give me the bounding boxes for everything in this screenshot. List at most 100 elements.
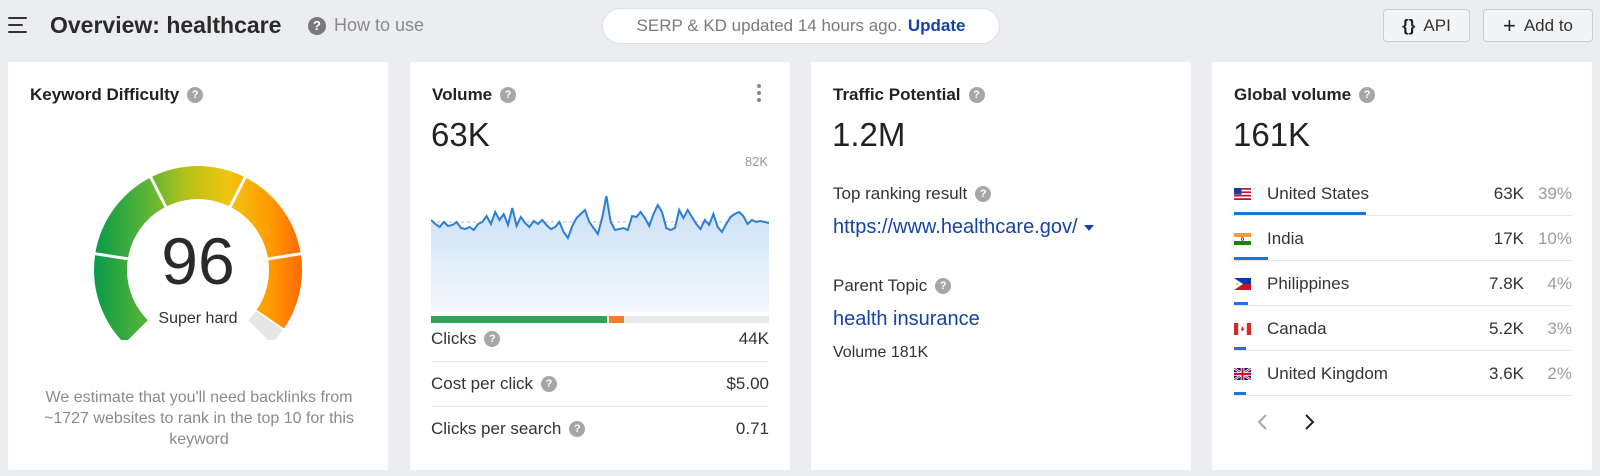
global-volume-title-label: Global volume bbox=[1234, 85, 1352, 104]
volume-card: Volume ? 63K 82K Clicks? 44K Cost per cl… bbox=[410, 62, 790, 470]
kd-score-label: Super hard bbox=[158, 310, 238, 327]
help-icon[interactable]: ? bbox=[541, 376, 558, 392]
kd-title-label: Keyword Difficulty bbox=[30, 85, 180, 104]
api-button-label: API bbox=[1423, 15, 1451, 35]
traffic-potential-title: Traffic Potential ? bbox=[833, 85, 985, 105]
country-share-bar bbox=[1234, 212, 1366, 215]
country-volume: 63K bbox=[1493, 184, 1524, 203]
traffic-potential-card: Traffic Potential ? 1.2M Top ranking res… bbox=[811, 62, 1191, 470]
top-bar: Overview: healthcare ? How to use SERP &… bbox=[0, 0, 1600, 52]
country-percent: 39% bbox=[1537, 184, 1572, 203]
parent-topic-volume: Volume 181K bbox=[833, 344, 929, 361]
kd-gauge-fill bbox=[94, 166, 302, 340]
gb-flag-icon bbox=[1234, 368, 1251, 380]
plus-icon: + bbox=[1502, 12, 1516, 38]
help-icon[interactable]: ? bbox=[484, 331, 501, 347]
kd-gauge-separator bbox=[148, 175, 168, 209]
help-icon[interactable]: ? bbox=[968, 87, 985, 103]
top-ranking-result-heading: Top ranking result ? bbox=[833, 184, 992, 204]
parent-topic-label: Parent Topic bbox=[833, 276, 928, 295]
cpc-row: Cost per click? $5.00 bbox=[431, 362, 769, 407]
country-share-bar bbox=[1234, 302, 1248, 305]
country-name: Philippines bbox=[1267, 274, 1350, 293]
country-row[interactable]: India 17K 10% bbox=[1234, 215, 1572, 261]
help-icon[interactable]: ? bbox=[975, 186, 992, 202]
country-name: India bbox=[1267, 229, 1304, 248]
country-share-bar bbox=[1234, 347, 1246, 350]
country-name: United States bbox=[1267, 184, 1370, 203]
page-title: Overview: healthcare bbox=[50, 12, 282, 38]
volume-title-label: Volume bbox=[432, 85, 493, 104]
in-flag-icon bbox=[1234, 233, 1251, 245]
help-icon: ? bbox=[308, 16, 326, 35]
cpc-value: $5.00 bbox=[726, 374, 769, 393]
country-percent: 3% bbox=[1547, 319, 1572, 338]
clicks-per-search-label: Clicks per search bbox=[431, 419, 562, 438]
help-icon[interactable]: ? bbox=[1359, 87, 1376, 103]
kd-score: 96 bbox=[161, 224, 235, 298]
kd-gauge-separator bbox=[94, 252, 130, 261]
country-percent: 2% bbox=[1547, 364, 1572, 383]
clicks-row: Clicks? 44K bbox=[431, 317, 769, 362]
menu-icon[interactable] bbox=[8, 17, 27, 33]
kd-title: Keyword Difficulty ? bbox=[30, 85, 204, 105]
how-to-use-label: How to use bbox=[334, 15, 425, 35]
country-name: Canada bbox=[1267, 319, 1327, 338]
organic-clicks-fill bbox=[431, 316, 607, 323]
cpc-label: Cost per click bbox=[431, 374, 534, 393]
kd-gauge-track bbox=[248, 310, 283, 340]
clicks-split-bar bbox=[431, 316, 769, 323]
how-to-use-link[interactable]: ? How to use bbox=[308, 15, 424, 36]
traffic-potential-value: 1.2M bbox=[832, 116, 906, 153]
volume-trend-area bbox=[431, 196, 769, 312]
country-percent: 10% bbox=[1537, 229, 1572, 248]
volume-chart-max-label: 82K bbox=[744, 154, 768, 169]
clicks-per-search-row: Clicks per search? 0.71 bbox=[431, 407, 769, 451]
parent-topic-link[interactable]: health insurance bbox=[833, 308, 980, 330]
country-row[interactable]: Philippines 7.8K 4% bbox=[1234, 260, 1572, 306]
ph-flag-icon bbox=[1234, 278, 1251, 290]
country-row[interactable]: United Kingdom 3.6K 2% bbox=[1234, 350, 1572, 396]
top-ranking-result-url: https://www.healthcare.gov/ bbox=[833, 216, 1078, 238]
country-row[interactable]: United States 63K 39% bbox=[1234, 170, 1572, 216]
country-volume: 3.6K bbox=[1489, 364, 1524, 383]
volume-value: 63K bbox=[431, 116, 490, 153]
clicks-value: 44K bbox=[738, 329, 769, 348]
help-icon[interactable]: ? bbox=[500, 87, 517, 103]
kd-description: We estimate that you'll need backlinks f… bbox=[44, 389, 354, 448]
caret-down-icon[interactable] bbox=[1083, 224, 1094, 231]
country-name: United Kingdom bbox=[1267, 364, 1388, 383]
help-icon[interactable]: ? bbox=[935, 278, 952, 294]
clicks-label: Clicks bbox=[431, 329, 477, 348]
kd-gauge bbox=[94, 166, 302, 340]
chevron-left-icon[interactable] bbox=[1256, 412, 1270, 432]
traffic-potential-title-label: Traffic Potential bbox=[833, 85, 961, 104]
add-to-button[interactable]: + Add to bbox=[1483, 9, 1593, 42]
parent-topic-heading: Parent Topic ? bbox=[833, 276, 952, 296]
chevron-right-icon[interactable] bbox=[1302, 412, 1316, 432]
country-volume: 5.2K bbox=[1489, 319, 1524, 338]
country-percent: 4% bbox=[1547, 274, 1572, 293]
paid-clicks-fill bbox=[609, 316, 624, 323]
global-volume-value: 161K bbox=[1233, 116, 1311, 153]
more-options-icon[interactable] bbox=[756, 84, 762, 105]
country-volume: 7.8K bbox=[1489, 274, 1524, 293]
update-notice: SERP & KD updated 14 hours ago. Update bbox=[603, 9, 999, 43]
global-volume-title: Global volume ? bbox=[1234, 85, 1376, 105]
kd-gauge-separator bbox=[266, 252, 302, 261]
help-icon[interactable]: ? bbox=[569, 421, 586, 437]
update-notice-text: SERP & KD updated 14 hours ago. bbox=[636, 16, 902, 35]
country-row[interactable]: Canada 5.2K 3% bbox=[1234, 305, 1572, 351]
volume-title: Volume ? bbox=[432, 85, 517, 105]
update-link[interactable]: Update bbox=[907, 16, 966, 35]
top-ranking-result-link[interactable]: https://www.healthcare.gov/ bbox=[833, 216, 1094, 239]
keyword-difficulty-card: Keyword Difficulty ? 96 Super hard We es… bbox=[8, 62, 388, 470]
ca-flag-icon bbox=[1234, 323, 1251, 335]
volume-trend-line bbox=[431, 195, 769, 241]
api-button[interactable]: {} API bbox=[1383, 9, 1470, 42]
add-to-button-label: Add to bbox=[1523, 15, 1573, 35]
country-share-bar bbox=[1234, 392, 1246, 395]
help-icon[interactable]: ? bbox=[187, 87, 204, 103]
top-ranking-result-label: Top ranking result bbox=[833, 184, 968, 203]
country-share-bar bbox=[1234, 257, 1268, 260]
